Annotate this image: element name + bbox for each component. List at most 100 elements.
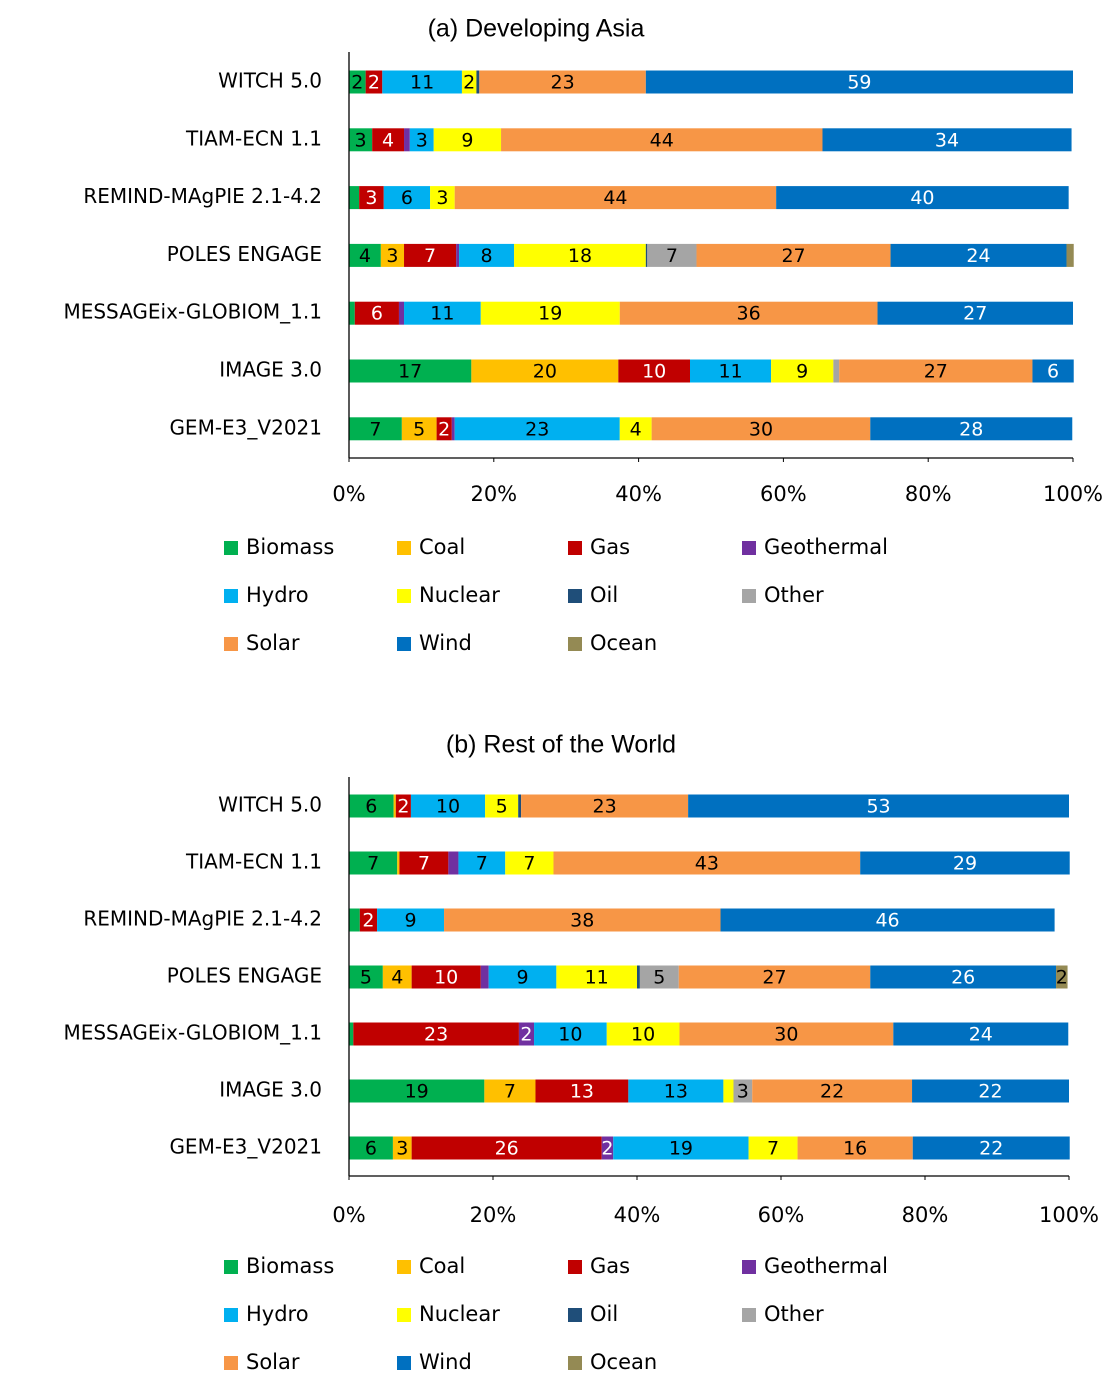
- category-label: POLES ENGAGE: [167, 242, 322, 266]
- legend-swatch: [224, 541, 238, 555]
- legend-swatch: [224, 1308, 238, 1322]
- x-tick-label: 80%: [905, 482, 952, 506]
- value-label: 7: [767, 1138, 779, 1160]
- bar-segment: [839, 359, 1033, 383]
- value-label: 7: [367, 853, 379, 875]
- bar-segment: [720, 908, 1055, 932]
- bar-segment: [748, 1136, 798, 1160]
- value-label: 2: [397, 796, 409, 818]
- bar-segment: [404, 243, 457, 267]
- value-label: 2: [463, 72, 475, 94]
- legend-label: Wind: [419, 1350, 472, 1374]
- value-label: 2: [362, 910, 374, 932]
- category-label: WITCH 5.0: [218, 793, 322, 817]
- bar-segment: [628, 1079, 724, 1103]
- legend-swatch: [568, 589, 582, 603]
- value-label: 6: [365, 1138, 377, 1160]
- bar-segment: [349, 1136, 393, 1160]
- x-tick-label: 0%: [332, 1203, 365, 1227]
- bar-segment: [411, 965, 481, 989]
- value-label: 3: [396, 1138, 408, 1160]
- bar-segment: [349, 851, 398, 875]
- chart-title: (b) Rest of the World: [446, 731, 676, 759]
- bar-segment: [514, 243, 646, 267]
- value-label: 6: [371, 303, 383, 325]
- value-label: 7: [476, 853, 488, 875]
- value-label: 27: [924, 361, 948, 383]
- value-label: 9: [796, 361, 808, 383]
- bar-segment: [696, 243, 891, 267]
- value-label: 8: [481, 245, 493, 267]
- legend-swatch: [224, 589, 238, 603]
- category-label: TIAM-ECN 1.1: [185, 850, 322, 874]
- legend-swatch: [397, 1356, 411, 1370]
- value-label: 2: [351, 72, 363, 94]
- bar-segment: [458, 851, 506, 875]
- bar-segment: [645, 70, 1073, 94]
- value-label: 13: [570, 1081, 594, 1103]
- bar-segment: [349, 965, 383, 989]
- value-label: 5: [413, 418, 425, 440]
- value-label: 19: [405, 1081, 429, 1103]
- bar-segment: [380, 243, 405, 267]
- bar-segment: [404, 301, 481, 325]
- value-label: 4: [630, 418, 642, 440]
- value-label: 20: [533, 361, 557, 383]
- value-label: 34: [935, 129, 959, 151]
- value-label: 24: [969, 1024, 993, 1046]
- value-label: 5: [360, 967, 372, 989]
- bar-segment: [349, 128, 373, 152]
- bar-segment: [401, 417, 437, 441]
- bar-segment: [679, 1022, 894, 1046]
- legend-swatch: [568, 1308, 582, 1322]
- bar-segment: [471, 359, 619, 383]
- bar-segment: [639, 965, 679, 989]
- bar-segment: [488, 965, 557, 989]
- legend-swatch: [742, 1260, 756, 1274]
- value-label: 11: [718, 361, 742, 383]
- legend-swatch: [568, 637, 582, 651]
- x-tick-label: 60%: [758, 1203, 805, 1227]
- bar-segment: [619, 301, 878, 325]
- bar-segment: [480, 301, 620, 325]
- legend-swatch: [224, 1356, 238, 1370]
- x-tick-label: 40%: [615, 482, 662, 506]
- category-label: REMIND-MAgPIE 2.1-4.2: [83, 907, 322, 931]
- bar-segment: [382, 70, 462, 94]
- category-label: IMAGE 3.0: [219, 358, 322, 382]
- bar-segment: [392, 1136, 412, 1160]
- legend-label: Geothermal: [764, 535, 888, 559]
- legend-label: Other: [764, 1302, 824, 1326]
- bar-segment: [518, 1022, 535, 1046]
- value-label: 3: [365, 187, 377, 209]
- bar-segment: [433, 128, 502, 152]
- bar-segment: [637, 965, 640, 989]
- value-label: 22: [820, 1081, 844, 1103]
- bar-segment: [688, 794, 1069, 818]
- value-label: 4: [359, 245, 371, 267]
- category-label: MESSAGEix-GLOBIOM_1.1: [63, 300, 322, 324]
- legend-swatch: [397, 541, 411, 555]
- bar-segment: [395, 794, 411, 818]
- legend-label: Nuclear: [419, 1302, 500, 1326]
- value-label: 9: [461, 129, 473, 151]
- bar-segment: [1032, 359, 1074, 383]
- bar-segment: [733, 1079, 753, 1103]
- legend-label: Gas: [590, 1254, 630, 1278]
- bar-segment: [619, 417, 652, 441]
- legend-label: Geothermal: [764, 1254, 888, 1278]
- value-label: 10: [631, 1024, 655, 1046]
- value-label: 11: [585, 967, 609, 989]
- bar-segment: [556, 965, 637, 989]
- value-label: 22: [979, 1138, 1003, 1160]
- value-label: 2: [1056, 967, 1068, 989]
- bar-segment: [912, 1136, 1070, 1160]
- value-label: 46: [875, 910, 899, 932]
- bar-segment: [359, 908, 378, 932]
- chart-title: (a) Developing Asia: [428, 15, 645, 43]
- legend-label: Solar: [246, 631, 300, 655]
- bar-segment: [448, 851, 459, 875]
- legend-label: Biomass: [246, 535, 334, 559]
- bar-segment: [618, 359, 691, 383]
- legend-label: Other: [764, 583, 824, 607]
